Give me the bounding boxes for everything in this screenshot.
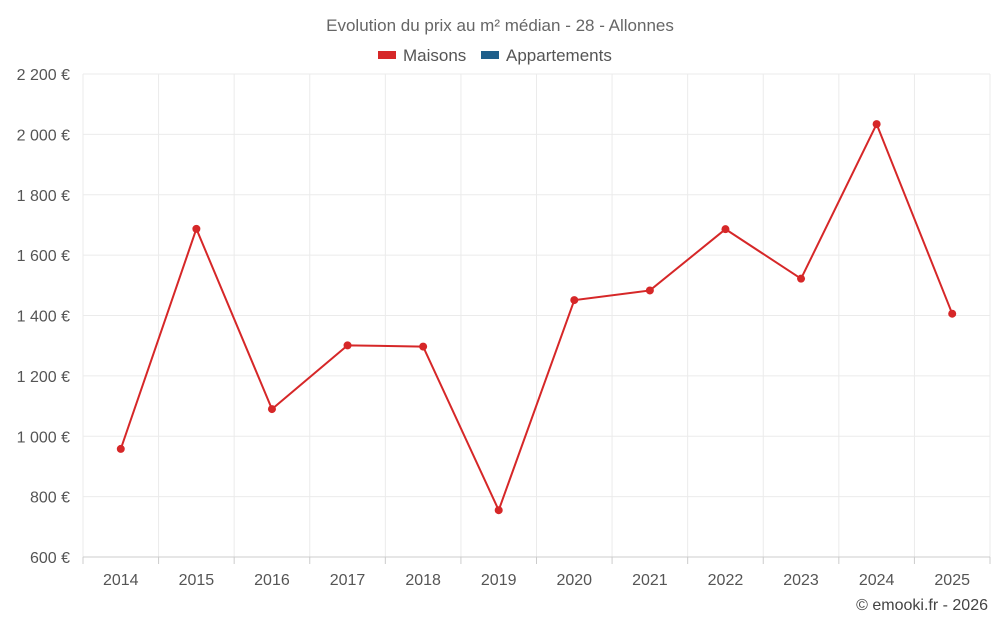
chart-title: Evolution du prix au m² médian - 28 - Al… xyxy=(326,16,674,35)
x-tick-label: 2019 xyxy=(481,572,517,589)
x-tick-label: 2017 xyxy=(330,572,366,589)
y-tick-label: 1 000 € xyxy=(17,429,70,446)
x-tick-label: 2025 xyxy=(934,572,970,589)
y-tick-label: 600 € xyxy=(30,550,70,567)
data-point-maisons[interactable] xyxy=(192,224,201,233)
x-tick-label: 2020 xyxy=(556,572,592,589)
legend-swatch-appartements xyxy=(481,51,499,59)
legend-item-appartements[interactable]: Appartements xyxy=(481,46,612,65)
data-point-maisons[interactable] xyxy=(116,444,125,453)
x-tick-label: 2021 xyxy=(632,572,668,589)
data-point-maisons[interactable] xyxy=(267,405,276,414)
data-point-maisons[interactable] xyxy=(797,274,806,283)
series-line-maisons xyxy=(119,121,954,513)
legend-swatch-maisons xyxy=(378,51,396,59)
data-point-maisons[interactable] xyxy=(343,341,352,350)
x-tick-label: 2018 xyxy=(405,572,441,589)
y-tick-label: 1 400 € xyxy=(17,309,70,326)
x-tick-label: 2022 xyxy=(708,572,744,589)
chart-legend: Maisons Appartements xyxy=(378,46,612,65)
legend-label-appartements: Appartements xyxy=(506,46,612,65)
series-maisons xyxy=(116,120,957,515)
credit-text: © emooki.fr - 2026 xyxy=(856,597,988,614)
data-point-maisons[interactable] xyxy=(494,506,503,515)
data-point-maisons[interactable] xyxy=(570,296,579,305)
x-tick-label: 2014 xyxy=(103,572,139,589)
x-tick-label: 2015 xyxy=(179,572,215,589)
x-tick-label: 2023 xyxy=(783,572,819,589)
legend-label-maisons: Maisons xyxy=(403,46,466,65)
data-point-maisons[interactable] xyxy=(872,120,881,129)
x-tick-label: 2024 xyxy=(859,572,895,589)
y-axis: 600 € 800 € 1 000 € 1 200 € 1 400 € 1 600 € 1 … xyxy=(17,67,70,567)
y-tick-label: 1 200 € xyxy=(17,369,70,386)
y-tick-label: 2 000 € xyxy=(17,127,70,144)
data-point-maisons[interactable] xyxy=(419,342,428,351)
y-tick-label: 1 800 € xyxy=(17,188,70,205)
y-tick-label: 1 600 € xyxy=(17,248,70,265)
data-point-maisons[interactable] xyxy=(948,309,957,318)
data-point-maisons[interactable] xyxy=(721,225,730,234)
data-point-maisons[interactable] xyxy=(645,286,654,295)
x-axis: 2014 2015 2016 2017 2018 2019 2020 2021 2022 2023… xyxy=(82,556,991,589)
x-gridlines xyxy=(82,74,991,557)
x-tick-label: 2016 xyxy=(254,572,290,589)
legend-item-maisons[interactable]: Maisons xyxy=(378,46,466,65)
y-tick-label: 800 € xyxy=(30,490,70,507)
y-tick-label: 2 200 € xyxy=(17,67,70,84)
